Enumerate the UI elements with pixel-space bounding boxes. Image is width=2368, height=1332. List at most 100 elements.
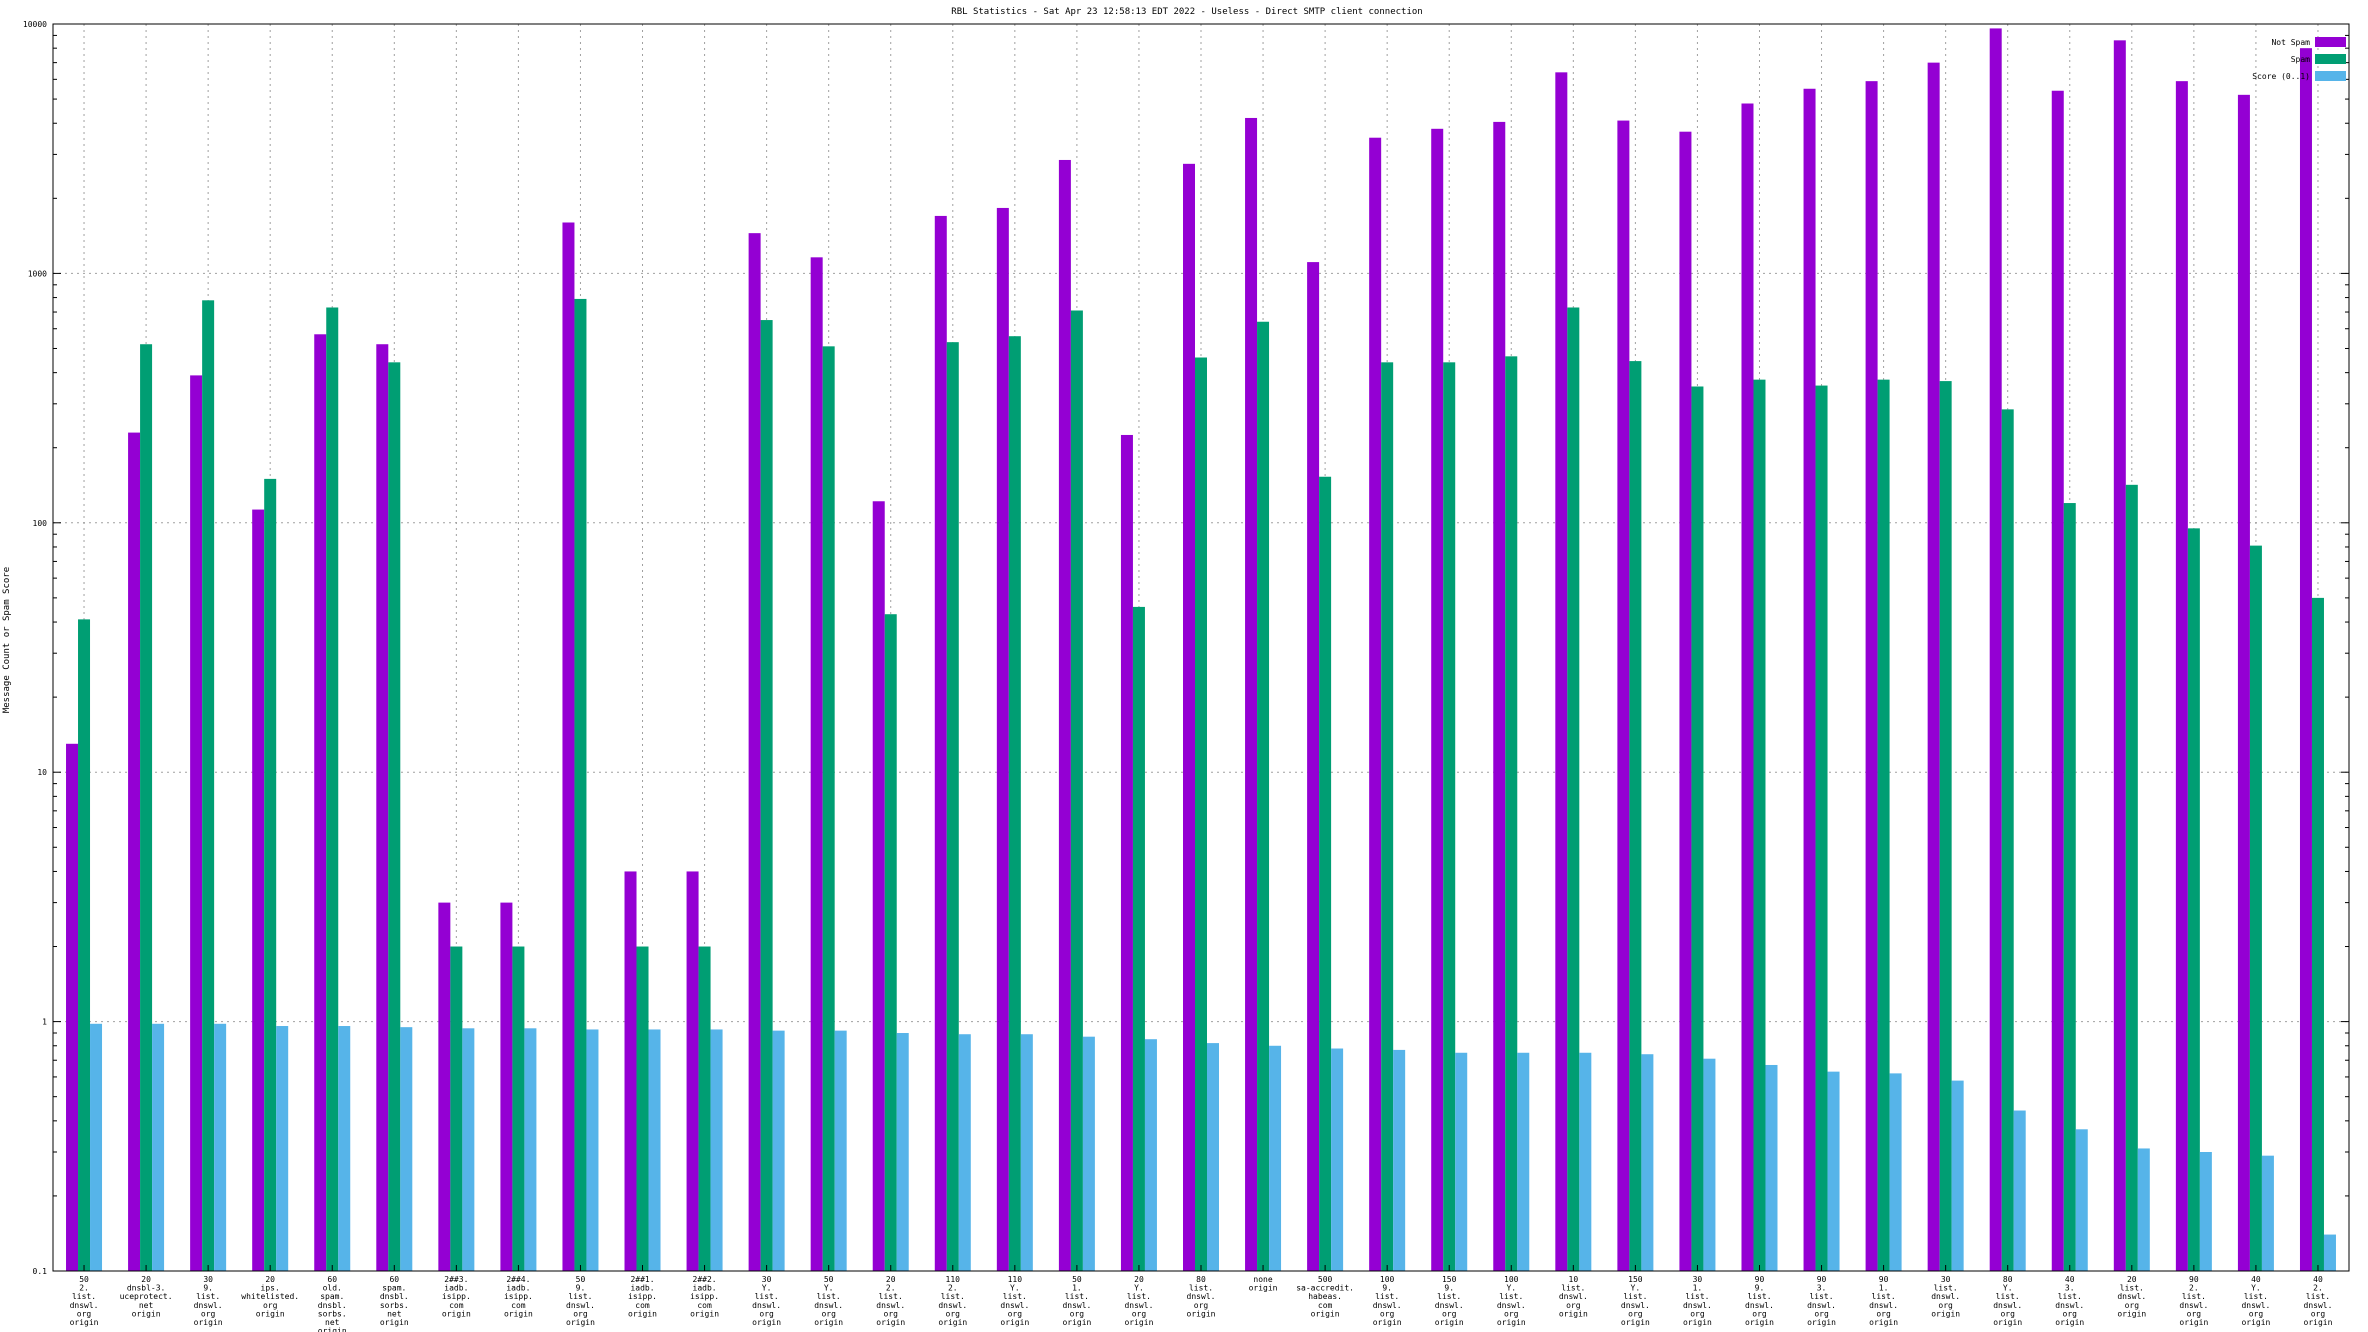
x-tick-label-line: 90 bbox=[1755, 1275, 1765, 1284]
bar-spam bbox=[1815, 385, 1828, 1271]
x-tick-label-line: iadb. bbox=[693, 1284, 717, 1293]
x-tick-label-line: dnswl. bbox=[1373, 1301, 1402, 1310]
x-tick-label-line: 20 bbox=[2127, 1275, 2137, 1284]
x-tick-label-line: sorbs. bbox=[380, 1301, 409, 1310]
x-tick-label: 20 list. dnswl. org origin bbox=[2117, 1275, 2146, 1318]
x-tick-label-line: origin bbox=[380, 1318, 409, 1327]
x-tick-label-line: 9. bbox=[1382, 1284, 1392, 1293]
legend-swatch bbox=[2315, 37, 2346, 47]
bar-spam bbox=[1381, 362, 1394, 1272]
bar-score-0-1 bbox=[1827, 1071, 1840, 1271]
x-tick-label-line: 110 bbox=[1008, 1275, 1023, 1284]
x-tick-label-line: org bbox=[1938, 1301, 1953, 1310]
bar-not-spam bbox=[748, 233, 761, 1272]
x-tick-label-line: org bbox=[1008, 1309, 1023, 1318]
x-tick-label: 50 Y. list. dnswl. org origin bbox=[814, 1275, 843, 1327]
x-tick-label-line: 2. bbox=[79, 1284, 89, 1293]
x-tick-label-line: list. bbox=[1127, 1292, 1151, 1301]
x-tick-label-line: 1. bbox=[1693, 1284, 1703, 1293]
x-tick-label-line: org bbox=[1690, 1309, 1705, 1318]
bar-spam bbox=[1070, 310, 1083, 1271]
bar-not-spam bbox=[1058, 159, 1071, 1272]
bar-not-spam bbox=[1803, 88, 1816, 1272]
x-tick-label-line: 150 bbox=[1628, 1275, 1643, 1284]
bar-spam bbox=[822, 346, 835, 1271]
bar-spam bbox=[1008, 336, 1021, 1271]
x-tick-label-line: 30 bbox=[203, 1275, 213, 1284]
bar-score-0-1 bbox=[338, 1026, 351, 1271]
x-tick-label: 2##2. iadb. isipp. com origin bbox=[690, 1275, 719, 1318]
x-tick-label-line: dnswl. bbox=[2179, 1301, 2208, 1310]
x-tick-label-line: 40 bbox=[2065, 1275, 2075, 1284]
x-tick-label-line: origin bbox=[2055, 1318, 2084, 1327]
x-tick-label-line: 2##4. bbox=[506, 1275, 530, 1284]
bar-spam bbox=[326, 307, 339, 1271]
x-tick-label-line: origin bbox=[1745, 1318, 1774, 1327]
bar-score-0-1 bbox=[152, 1023, 165, 1271]
x-tick-label-line: 3. bbox=[1817, 1284, 1827, 1293]
bar-spam bbox=[946, 342, 959, 1271]
x-tick-label-line: list. bbox=[72, 1292, 96, 1301]
x-tick-label-line: dnswl. bbox=[70, 1301, 99, 1310]
x-tick-label-line: origin bbox=[2117, 1309, 2146, 1318]
bar-spam bbox=[1939, 381, 1952, 1272]
x-tick-label-line: org bbox=[1628, 1309, 1643, 1318]
x-tick-label-line: 1. bbox=[1072, 1284, 1082, 1293]
x-tick-label-line: spam. bbox=[382, 1284, 406, 1293]
legend: Not Spam Spam Score (0..1) bbox=[2252, 37, 2346, 81]
x-tick-label-line: org bbox=[2311, 1309, 2326, 1318]
x-tick-label-line: origin bbox=[752, 1318, 781, 1327]
x-tick-label-line: dnswl. bbox=[194, 1301, 223, 1310]
x-tick-label-line: 110 bbox=[946, 1275, 961, 1284]
x-tick-label-line: list. bbox=[2306, 1292, 2330, 1301]
x-tick-label: 80 Y. list. dnswl. org origin bbox=[1993, 1275, 2022, 1327]
bar-not-spam bbox=[66, 743, 79, 1271]
x-tick-label-line: origin bbox=[256, 1309, 285, 1318]
x-tick-label-line: dnswl. bbox=[814, 1301, 843, 1310]
x-tick-label-line: dnswl. bbox=[1559, 1292, 1588, 1301]
x-tick-label-line: list. bbox=[1003, 1292, 1027, 1301]
x-tick-label-line: 2##3. bbox=[444, 1275, 468, 1284]
x-tick-label-line: list. bbox=[2182, 1292, 2206, 1301]
bar-spam bbox=[78, 619, 91, 1271]
bar-not-spam bbox=[1493, 121, 1506, 1271]
x-tick-label-line: origin bbox=[628, 1309, 657, 1318]
bar-spam bbox=[636, 946, 649, 1271]
bar-not-spam bbox=[128, 432, 141, 1271]
x-tick-label: 110 Y. list. dnswl. org origin bbox=[1000, 1275, 1029, 1327]
bar-spam bbox=[760, 320, 773, 1271]
x-tick-label-line: 30 bbox=[1941, 1275, 1951, 1284]
x-tick-label-line: com bbox=[511, 1301, 526, 1310]
x-tick-label-line: dnswl. bbox=[1993, 1301, 2022, 1310]
x-tick-label-line: 80 bbox=[2003, 1275, 2013, 1284]
x-tick-label-line: 90 bbox=[1817, 1275, 1827, 1284]
x-tick-label-line: 50 bbox=[1072, 1275, 1082, 1284]
bar-spam bbox=[698, 946, 711, 1271]
x-tick-label: 100 Y. list. dnswl. org origin bbox=[1497, 1275, 1526, 1327]
x-tick-label-line: dnswl. bbox=[566, 1301, 595, 1310]
x-tick-label-line: org bbox=[263, 1301, 278, 1310]
x-tick-label-line: list. bbox=[1685, 1292, 1709, 1301]
bar-not-spam bbox=[562, 222, 575, 1272]
x-tick-label-line: 1. bbox=[1879, 1284, 1889, 1293]
x-tick-label-line: dnswl. bbox=[1807, 1301, 1836, 1310]
bar-spam bbox=[1132, 606, 1145, 1271]
x-tick-label-line: net bbox=[387, 1309, 402, 1318]
x-tick-label-line: 40 bbox=[2251, 1275, 2261, 1284]
x-tick-label-line: 20 bbox=[886, 1275, 896, 1284]
bar-not-spam bbox=[1245, 117, 1258, 1271]
bar-not-spam bbox=[1741, 103, 1754, 1272]
x-tick-label-line: dnswl. bbox=[876, 1301, 905, 1310]
x-tick-label-line: origin bbox=[194, 1318, 223, 1327]
x-tick-label-line: 9. bbox=[576, 1284, 586, 1293]
x-tick-label-line: 9. bbox=[203, 1284, 213, 1293]
bar-score-0-1 bbox=[214, 1023, 227, 1271]
x-tick-label-line: list. bbox=[755, 1292, 779, 1301]
bar-spam bbox=[2125, 484, 2138, 1271]
x-tick-label-line: list. bbox=[1996, 1292, 2020, 1301]
bar-score-0-1 bbox=[1579, 1052, 1592, 1271]
x-tick-label-line: Y. bbox=[1506, 1284, 1516, 1293]
x-tick-label-line: 2. bbox=[948, 1284, 958, 1293]
bar-not-spam bbox=[1369, 137, 1382, 1271]
x-tick-label-line: 100 bbox=[1380, 1275, 1395, 1284]
